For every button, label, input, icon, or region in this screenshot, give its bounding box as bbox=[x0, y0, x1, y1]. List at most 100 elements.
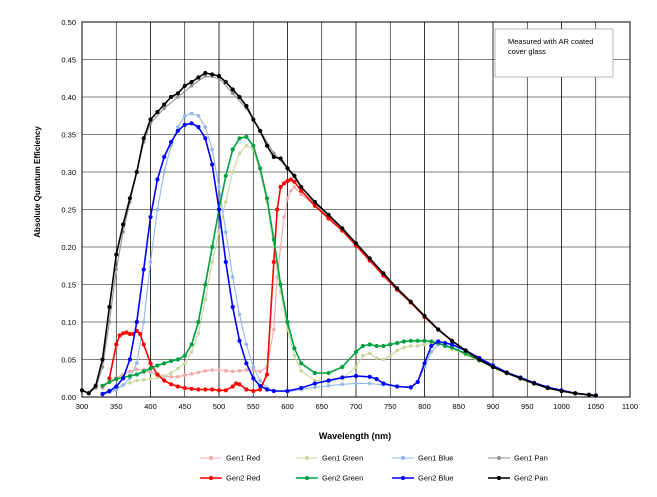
data-point bbox=[299, 361, 304, 366]
legend-item-gen2-blue: Gen2 Blue bbox=[392, 474, 453, 483]
data-point bbox=[169, 139, 174, 145]
data-point bbox=[340, 382, 345, 387]
data-point bbox=[518, 376, 523, 381]
data-point bbox=[326, 216, 331, 221]
data-point bbox=[559, 388, 564, 394]
data-point bbox=[189, 350, 194, 354]
data-point bbox=[237, 151, 242, 156]
legend-label: Gen1 Pan bbox=[514, 454, 548, 463]
data-point bbox=[532, 381, 537, 386]
data-point bbox=[196, 319, 201, 325]
data-point bbox=[148, 370, 153, 375]
x-tick-label: 1050 bbox=[587, 402, 604, 411]
data-point bbox=[272, 327, 276, 332]
data-point bbox=[141, 378, 146, 382]
x-axis-label: Wavelength (nm) bbox=[319, 431, 391, 441]
data-point bbox=[162, 374, 166, 378]
data-point bbox=[230, 384, 235, 389]
data-point bbox=[374, 343, 379, 349]
data-point bbox=[367, 374, 372, 379]
data-point bbox=[138, 331, 143, 337]
data-point bbox=[230, 170, 235, 174]
data-point bbox=[127, 331, 132, 337]
data-point bbox=[278, 156, 283, 161]
data-point bbox=[141, 136, 146, 141]
data-point bbox=[374, 356, 379, 360]
data-point bbox=[443, 340, 448, 346]
data-point bbox=[169, 94, 174, 100]
data-point bbox=[278, 184, 283, 190]
legend-item-gen2-red: Gen2 Red bbox=[200, 474, 260, 483]
legend-swatch-marker bbox=[304, 455, 310, 461]
data-point bbox=[237, 382, 242, 387]
data-point bbox=[135, 367, 139, 372]
data-point bbox=[182, 83, 187, 88]
data-point bbox=[176, 125, 180, 129]
data-point bbox=[429, 350, 434, 354]
data-point bbox=[148, 117, 153, 122]
data-point bbox=[148, 361, 153, 366]
data-point bbox=[258, 166, 263, 171]
data-point bbox=[189, 84, 194, 88]
x-tick-label: 850 bbox=[452, 402, 465, 411]
data-point bbox=[237, 338, 242, 343]
x-tick-label: 750 bbox=[384, 402, 397, 411]
data-point bbox=[299, 188, 304, 193]
data-point bbox=[436, 339, 441, 344]
data-point bbox=[127, 357, 132, 362]
data-point bbox=[134, 319, 139, 325]
data-point bbox=[278, 245, 283, 249]
data-point bbox=[169, 358, 174, 364]
data-point bbox=[107, 379, 112, 385]
data-point bbox=[244, 342, 249, 347]
legend-swatch-marker bbox=[400, 455, 406, 461]
data-point bbox=[223, 388, 228, 393]
data-point bbox=[504, 370, 509, 376]
y-tick-label: 0.15 bbox=[61, 281, 76, 290]
y-tick-label: 0.45 bbox=[61, 56, 76, 65]
data-point bbox=[258, 128, 263, 133]
data-point bbox=[244, 368, 249, 372]
data-point bbox=[162, 154, 167, 160]
data-point bbox=[100, 357, 105, 362]
legend-swatch-marker bbox=[208, 455, 214, 461]
legend-swatch-marker bbox=[400, 475, 406, 481]
data-point bbox=[210, 162, 215, 167]
data-point bbox=[289, 188, 293, 193]
data-point bbox=[217, 368, 221, 372]
data-point bbox=[429, 343, 434, 349]
legend-label: Gen1 Green bbox=[322, 454, 363, 463]
y-tick-label: 0.50 bbox=[61, 18, 76, 27]
data-point bbox=[285, 166, 290, 171]
data-point bbox=[196, 75, 201, 80]
data-point bbox=[114, 252, 119, 257]
data-point bbox=[340, 226, 345, 231]
x-tick-label: 350 bbox=[110, 402, 123, 411]
data-point bbox=[86, 391, 91, 396]
data-point bbox=[148, 214, 153, 220]
data-point bbox=[288, 177, 293, 182]
data-point bbox=[415, 338, 420, 343]
data-point bbox=[183, 114, 187, 118]
data-point bbox=[258, 378, 262, 383]
data-point bbox=[244, 361, 249, 366]
legend-item-gen1-pan: Gen1 Pan bbox=[488, 454, 548, 463]
annotation-line-2: cover glass bbox=[508, 47, 546, 56]
y-tick-label: 0.00 bbox=[61, 393, 76, 402]
data-point bbox=[196, 331, 201, 336]
data-point bbox=[237, 136, 242, 141]
data-point bbox=[395, 384, 400, 389]
data-point bbox=[162, 378, 167, 383]
data-point bbox=[196, 387, 201, 392]
data-point bbox=[114, 376, 119, 382]
data-point bbox=[155, 177, 160, 182]
data-point bbox=[189, 111, 194, 116]
data-point bbox=[251, 365, 256, 369]
data-point bbox=[175, 384, 180, 389]
data-point bbox=[203, 136, 208, 141]
data-point bbox=[141, 342, 146, 347]
data-point bbox=[189, 386, 194, 391]
data-point bbox=[271, 154, 276, 160]
